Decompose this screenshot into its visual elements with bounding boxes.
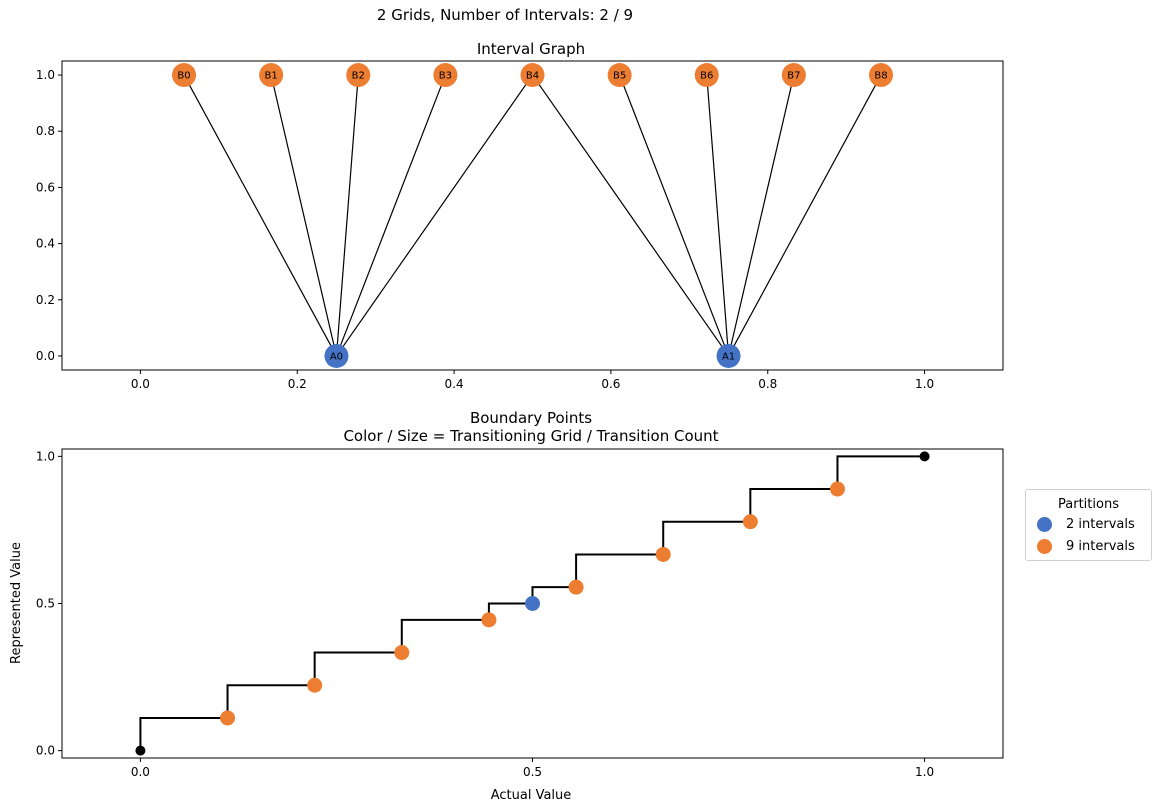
boundary-point xyxy=(307,677,323,693)
x-axis-label: Actual Value xyxy=(491,788,572,803)
node-label: B2 xyxy=(352,71,365,82)
y-tick-label: 0.8 xyxy=(36,124,55,138)
legend-marker-icon xyxy=(1037,539,1052,554)
y-tick-label: 0.5 xyxy=(36,597,55,611)
interval-graph-y-ticks: 0.0 0.2 0.4 0.6 0.8 1.0 xyxy=(36,68,62,363)
node-b3 xyxy=(433,63,458,88)
node-label: B8 xyxy=(874,71,887,82)
node-label: A0 xyxy=(330,351,343,362)
boundary-points xyxy=(135,451,930,756)
boundary-point xyxy=(655,546,671,562)
y-tick-label: 0.4 xyxy=(36,237,55,251)
graph-edge xyxy=(335,74,533,357)
boundary-points-x-ticks: 0.0 0.5 1.0 xyxy=(131,758,934,779)
legend-title: Partitions xyxy=(1058,497,1119,512)
graph-edge xyxy=(728,74,882,357)
boundary-point xyxy=(829,481,845,497)
node-b4 xyxy=(520,63,545,88)
node-b2 xyxy=(346,63,371,88)
node-label: B7 xyxy=(787,71,800,82)
interval-graph-frame xyxy=(61,60,1004,371)
node-b7 xyxy=(781,63,806,88)
legend: Partitions 2 intervals 9 intervals xyxy=(1025,489,1152,561)
node-label: B0 xyxy=(177,71,190,82)
interval-graph-x-ticks: 0.0 0.2 0.4 0.6 0.8 1.0 xyxy=(131,370,934,391)
legend-label: 9 intervals xyxy=(1066,539,1135,554)
x-tick-label: 0.2 xyxy=(288,377,307,391)
x-tick-label: 0.4 xyxy=(445,377,464,391)
node-label: B6 xyxy=(700,71,713,82)
graph-edge xyxy=(706,74,730,357)
x-tick-label: 0.5 xyxy=(523,765,542,779)
legend-label: 2 intervals xyxy=(1066,517,1135,532)
node-b1 xyxy=(259,63,284,88)
graph-edge xyxy=(335,74,359,357)
graph-edge xyxy=(335,74,446,357)
y-tick-label: 0.0 xyxy=(36,744,55,758)
x-tick-label: 0.0 xyxy=(131,377,150,391)
node-a0 xyxy=(324,343,349,368)
graph-edge xyxy=(270,74,338,357)
boundary-point xyxy=(742,514,758,530)
node-a1 xyxy=(716,343,741,368)
node-b5 xyxy=(607,63,632,88)
interval-graph-title: Interval Graph xyxy=(477,40,585,58)
node-label: B1 xyxy=(265,71,278,82)
figure-suptitle: 2 Grids, Number of Intervals: 2 / 9 xyxy=(376,6,634,24)
boundary-point xyxy=(568,579,584,595)
graph-edge xyxy=(532,74,730,357)
x-tick-label: 1.0 xyxy=(915,765,934,779)
boundary-point xyxy=(481,612,497,628)
graph-nodes: A0 A1 B0 B1 B2 B3 B4 B5 B6 B7 B8 xyxy=(172,63,893,368)
y-tick-label: 1.0 xyxy=(36,449,55,463)
x-tick-label: 1.0 xyxy=(915,377,934,391)
y-tick-label: 0.2 xyxy=(36,293,55,307)
interval-graph-axes: Interval Graph A0 A1 B0 B1 B2 B3 B4 B5 B6 B7 B8 0.… xyxy=(36,40,1004,391)
x-tick-label: 0.8 xyxy=(758,377,777,391)
x-tick-label: 0.6 xyxy=(601,377,620,391)
graph-edges xyxy=(183,74,882,357)
boundary-points-axes: Boundary Points Color / Size = Transitio… xyxy=(9,409,1004,803)
legend-item-2-intervals: 2 intervals xyxy=(1037,515,1151,534)
node-b6 xyxy=(694,63,719,88)
boundary-points-subtitle: Color / Size = Transitioning Grid / Tran… xyxy=(343,427,718,445)
node-label: B5 xyxy=(613,71,626,82)
graph-edge xyxy=(183,74,337,357)
y-tick-label: 1.0 xyxy=(36,68,55,82)
legend-marker-icon xyxy=(1037,517,1052,532)
node-label: B4 xyxy=(526,71,539,82)
node-b8 xyxy=(868,63,893,88)
x-tick-label: 0.0 xyxy=(131,765,150,779)
node-label: B3 xyxy=(439,71,452,82)
y-tick-label: 0.0 xyxy=(36,349,55,363)
end-point xyxy=(919,451,930,462)
boundary-point xyxy=(394,645,410,661)
boundary-point xyxy=(220,710,236,726)
start-point xyxy=(135,745,146,756)
node-b0 xyxy=(172,63,197,88)
boundary-points-y-ticks: 0.0 0.5 1.0 xyxy=(36,449,62,758)
y-tick-label: 0.6 xyxy=(36,180,55,194)
boundary-points-title: Boundary Points xyxy=(470,409,592,427)
legend-item-9-intervals: 9 intervals xyxy=(1037,537,1151,556)
boundary-point xyxy=(525,596,540,611)
y-axis-label: Represented Value xyxy=(9,542,24,664)
graph-edge xyxy=(619,74,730,357)
node-label: A1 xyxy=(722,351,735,362)
graph-edge xyxy=(727,74,795,357)
